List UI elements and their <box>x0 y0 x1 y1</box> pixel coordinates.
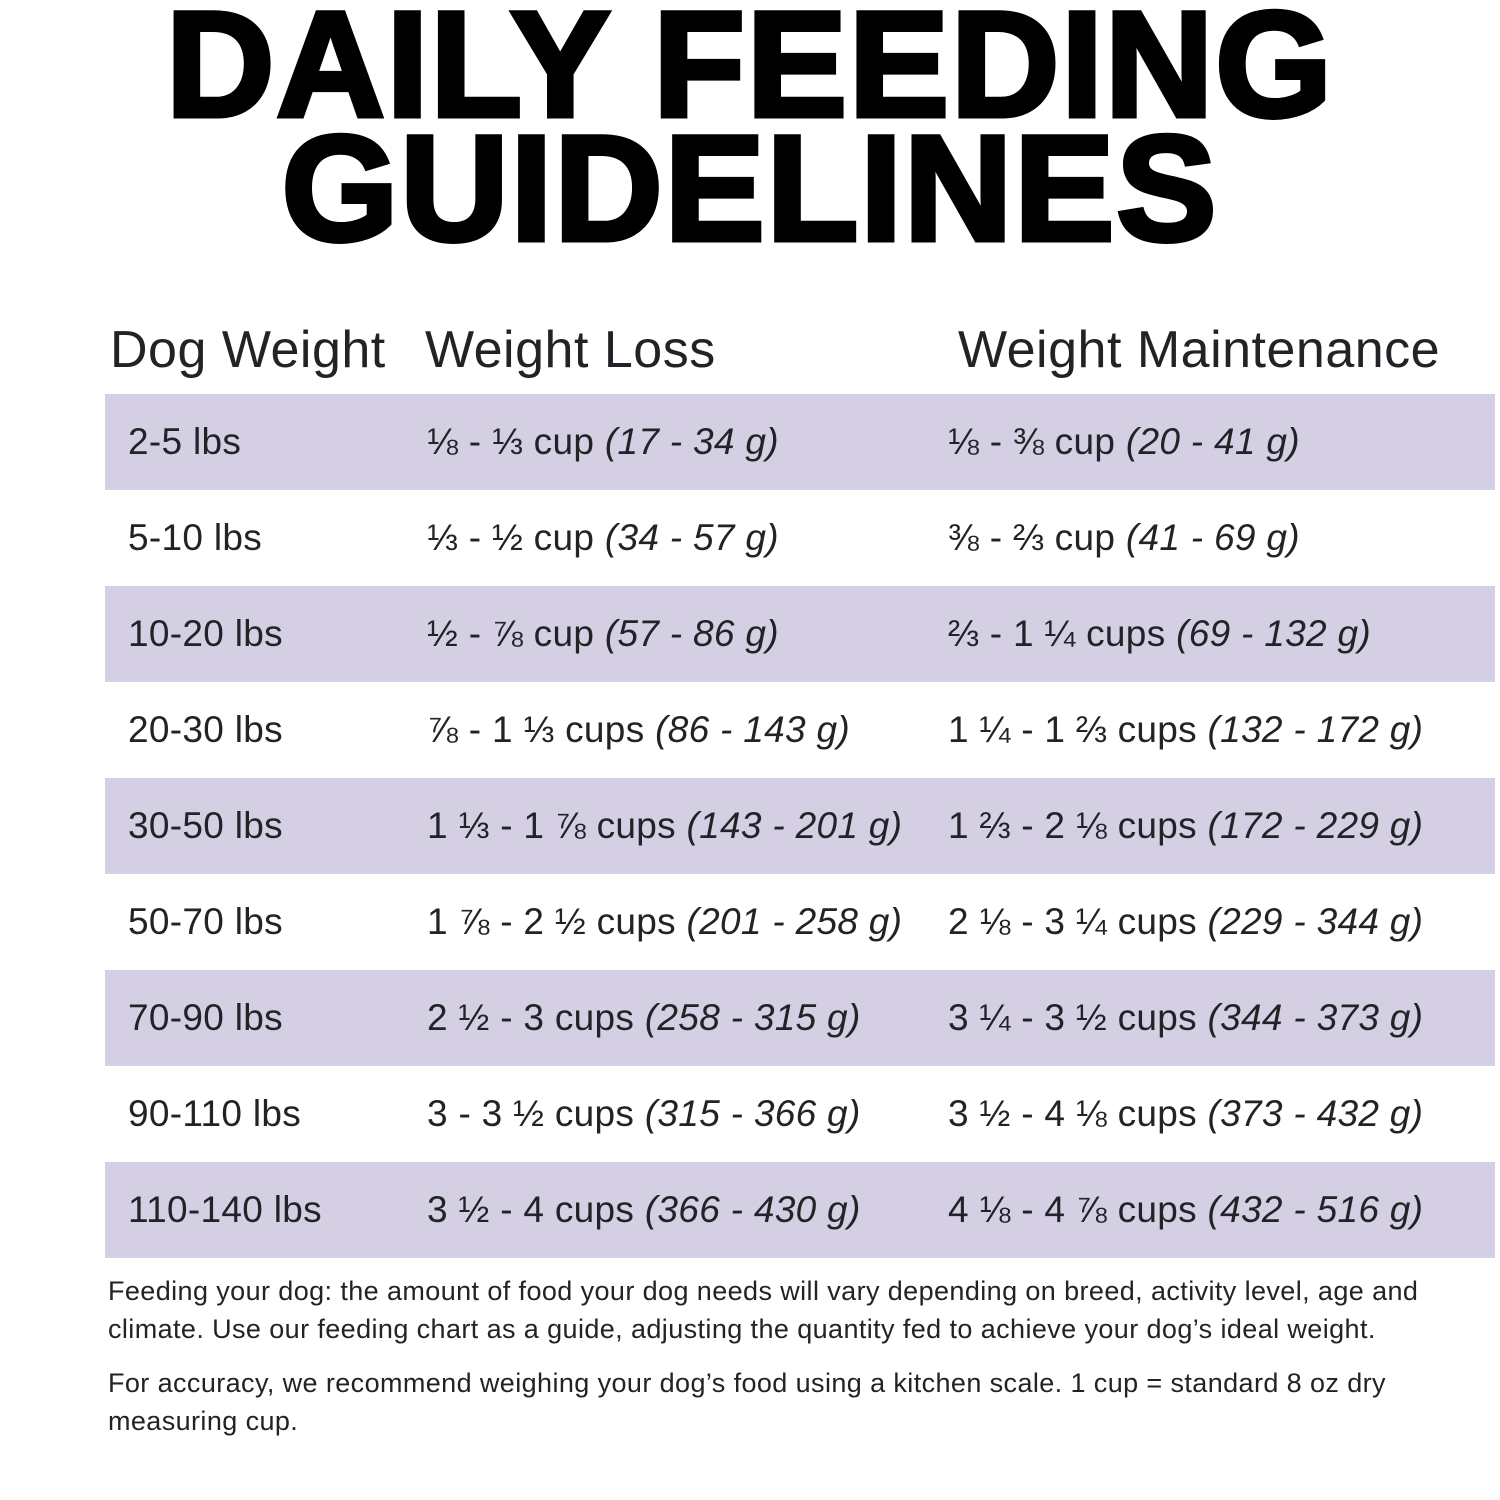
weight-loss-grams: (366 - 430 g) <box>644 1189 861 1230</box>
weight-maintenance-cups: ⅛ - ⅜ cup <box>948 421 1116 462</box>
weight-maintenance-grams: (344 - 373 g) <box>1207 997 1424 1038</box>
weight-maintenance-grams: (229 - 344 g) <box>1207 901 1424 942</box>
weight-maintenance-cell: 2 ⅛ - 3 ¼ cups (229 - 344 g) <box>948 901 1495 943</box>
weight-loss-grams: (17 - 34 g) <box>604 421 779 462</box>
table-row: 70-90 lbs 2 ½ - 3 cups (258 - 315 g) 3 ¼… <box>105 970 1495 1066</box>
dog-weight-cell: 110-140 lbs <box>128 1189 322 1230</box>
weight-loss-grams: (34 - 57 g) <box>604 517 779 558</box>
weight-loss-cell: ½ - ⅞ cup (57 - 86 g) <box>427 613 948 655</box>
weight-loss-cell: 3 - 3 ½ cups (315 - 366 g) <box>427 1093 948 1135</box>
dog-weight-cell: 10-20 lbs <box>128 613 283 654</box>
weight-loss-cups: 3 - 3 ½ cups <box>427 1093 635 1134</box>
weight-maintenance-cups: ⅔ - 1 ¼ cups <box>948 613 1166 654</box>
weight-maintenance-grams: (20 - 41 g) <box>1125 421 1300 462</box>
dog-weight-cell: 20-30 lbs <box>128 709 283 750</box>
weight-maintenance-grams: (41 - 69 g) <box>1125 517 1300 558</box>
weight-loss-cell: ⅞ - 1 ⅓ cups (86 - 143 g) <box>427 709 948 751</box>
dog-weight-cell: 2-5 lbs <box>128 421 242 462</box>
weight-maintenance-grams: (69 - 132 g) <box>1176 613 1371 654</box>
page-title-line-1: DAILY FEEDING <box>164 0 1335 148</box>
weight-maintenance-cell: ⅜ - ⅔ cup (41 - 69 g) <box>948 517 1495 559</box>
dog-weight-cell: 30-50 lbs <box>128 805 283 846</box>
table-row: 2-5 lbs ⅛ - ⅓ cup (17 - 34 g) ⅛ - ⅜ cup … <box>105 394 1495 490</box>
weight-maintenance-grams: (432 - 516 g) <box>1207 1189 1424 1230</box>
weight-maintenance-cell: 1 ¼ - 1 ⅔ cups (132 - 172 g) <box>948 709 1495 751</box>
weight-maintenance-cups: 4 ⅛ - 4 ⅞ cups <box>948 1189 1197 1230</box>
weight-loss-cell: 1 ⅞ - 2 ½ cups (201 - 258 g) <box>427 901 948 943</box>
weight-loss-cell: ⅓ - ½ cup (34 - 57 g) <box>427 517 948 559</box>
weight-loss-grams: (315 - 366 g) <box>644 1093 861 1134</box>
measuring-accuracy-note: For accuracy, we recommend weighing your… <box>108 1368 1386 1436</box>
weight-loss-cell: ⅛ - ⅓ cup (17 - 34 g) <box>427 421 948 463</box>
table-row: 20-30 lbs ⅞ - 1 ⅓ cups (86 - 143 g) 1 ¼ … <box>105 682 1495 778</box>
table-row: 90-110 lbs 3 - 3 ½ cups (315 - 366 g) 3 … <box>105 1066 1495 1162</box>
feeding-table: 2-5 lbs ⅛ - ⅓ cup (17 - 34 g) ⅛ - ⅜ cup … <box>105 394 1495 1258</box>
weight-loss-cell: 2 ½ - 3 cups (258 - 315 g) <box>427 997 948 1039</box>
weight-maintenance-cups: 3 ½ - 4 ⅛ cups <box>948 1093 1197 1134</box>
weight-loss-cups: ⅛ - ⅓ cup <box>427 421 595 462</box>
weight-loss-cell: 1 ⅓ - 1 ⅞ cups (143 - 201 g) <box>427 805 948 847</box>
dog-weight-cell: 5-10 lbs <box>128 517 263 558</box>
table-row: 110-140 lbs 3 ½ - 4 cups (366 - 430 g) 4… <box>105 1162 1495 1258</box>
weight-loss-grams: (143 - 201 g) <box>686 805 903 846</box>
dog-weight-cell: 50-70 lbs <box>128 901 283 942</box>
weight-loss-grams: (258 - 315 g) <box>644 997 861 1038</box>
weight-maintenance-cell: 3 ½ - 4 ⅛ cups (373 - 432 g) <box>948 1093 1495 1135</box>
weight-maintenance-cups: 1 ⅔ - 2 ⅛ cups <box>948 805 1197 846</box>
weight-maintenance-grams: (132 - 172 g) <box>1207 709 1424 750</box>
weight-loss-cups: 1 ⅓ - 1 ⅞ cups <box>427 805 676 846</box>
dog-weight-cell: 70-90 lbs <box>128 997 283 1038</box>
weight-maintenance-cups: 2 ⅛ - 3 ¼ cups <box>948 901 1197 942</box>
column-header-weight-loss: Weight Loss <box>425 321 716 379</box>
column-header-weight-maintenance: Weight Maintenance <box>958 321 1441 379</box>
weight-loss-cups: ½ - ⅞ cup <box>427 613 595 654</box>
weight-loss-cups: 1 ⅞ - 2 ½ cups <box>427 901 676 942</box>
weight-loss-grams: (201 - 258 g) <box>686 901 903 942</box>
weight-loss-cups: ⅓ - ½ cup <box>427 517 595 558</box>
weight-maintenance-cell: 3 ¼ - 3 ½ cups (344 - 373 g) <box>948 997 1495 1039</box>
page-title: DAILY FEEDING GUIDELINES <box>0 0 1500 272</box>
dog-weight-cell: 90-110 lbs <box>128 1093 302 1134</box>
weight-maintenance-cups: 1 ¼ - 1 ⅔ cups <box>948 709 1197 750</box>
page-title-line-2: GUIDELINES <box>279 104 1219 272</box>
weight-maintenance-cups: 3 ¼ - 3 ½ cups <box>948 997 1197 1038</box>
table-header-row: Dog Weight Weight Loss Weight Maintenanc… <box>105 320 1500 380</box>
weight-loss-cups: 3 ½ - 4 cups <box>427 1189 635 1230</box>
weight-maintenance-cell: ⅔ - 1 ¼ cups (69 - 132 g) <box>948 613 1495 655</box>
weight-loss-cell: 3 ½ - 4 cups (366 - 430 g) <box>427 1189 948 1231</box>
weight-maintenance-cell: 1 ⅔ - 2 ⅛ cups (172 - 229 g) <box>948 805 1495 847</box>
weight-loss-cups: 2 ½ - 3 cups <box>427 997 635 1038</box>
weight-maintenance-cups: ⅜ - ⅔ cup <box>948 517 1116 558</box>
weight-maintenance-cell: ⅛ - ⅜ cup (20 - 41 g) <box>948 421 1495 463</box>
table-row: 5-10 lbs ⅓ - ½ cup (34 - 57 g) ⅜ - ⅔ cup… <box>105 490 1495 586</box>
weight-maintenance-grams: (172 - 229 g) <box>1207 805 1424 846</box>
column-header-dog-weight: Dog Weight <box>110 321 386 379</box>
table-row: 10-20 lbs ½ - ⅞ cup (57 - 86 g) ⅔ - 1 ¼ … <box>105 586 1495 682</box>
weight-maintenance-cell: 4 ⅛ - 4 ⅞ cups (432 - 516 g) <box>948 1189 1495 1231</box>
weight-loss-cups: ⅞ - 1 ⅓ cups <box>427 709 645 750</box>
weight-loss-grams: (86 - 143 g) <box>655 709 850 750</box>
table-row: 30-50 lbs 1 ⅓ - 1 ⅞ cups (143 - 201 g) 1… <box>105 778 1495 874</box>
feeding-advice-note: Feeding your dog: the amount of food you… <box>108 1276 1419 1344</box>
weight-maintenance-grams: (373 - 432 g) <box>1207 1093 1424 1134</box>
table-row: 50-70 lbs 1 ⅞ - 2 ½ cups (201 - 258 g) 2… <box>105 874 1495 970</box>
weight-loss-grams: (57 - 86 g) <box>604 613 779 654</box>
